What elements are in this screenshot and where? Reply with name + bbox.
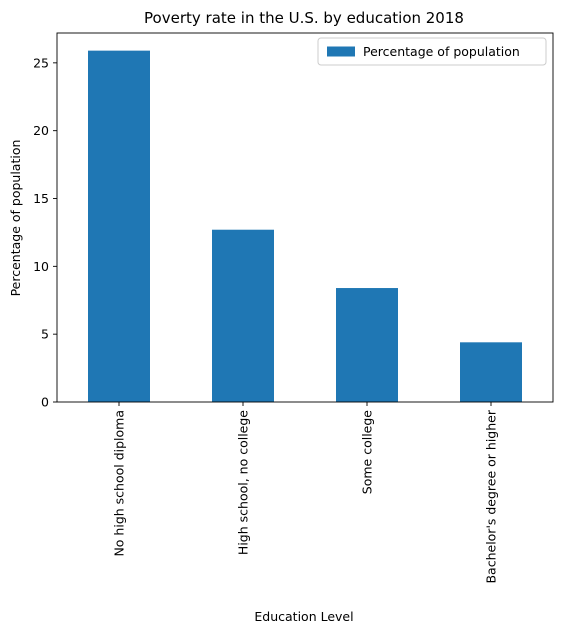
axes-layer: 0 5 10 15 20 25 No high school diploma High sch… [33, 32, 554, 584]
legend-label: Percentage of population [363, 44, 520, 59]
chart-title: Poverty rate in the U.S. by education 20… [144, 9, 464, 27]
legend-box [317, 37, 547, 66]
legend: Percentage of population [317, 37, 547, 66]
y-tick-label-1: 5 [41, 327, 49, 342]
x-tick-label-2: Some college [360, 410, 375, 495]
bar-3 [460, 342, 522, 402]
y-tick-label-5: 25 [33, 55, 49, 70]
bar-2 [336, 288, 398, 402]
bars-layer [88, 50, 522, 402]
bar-1 [212, 229, 274, 402]
x-tick-label-1: High school, no college [236, 410, 251, 555]
y-axis-label: Percentage of population [8, 140, 23, 297]
legend-swatch [327, 46, 355, 57]
plot-frame [56, 32, 554, 403]
y-tick-label-2: 10 [33, 259, 49, 274]
bar-0 [88, 50, 150, 402]
y-tick-label-0: 0 [41, 395, 49, 410]
y-tick-label-4: 20 [33, 123, 49, 138]
x-tick-label-3: Bachelor's degree or higher [484, 409, 499, 583]
y-tick-label-3: 15 [33, 191, 49, 206]
x-tick-label-0: No high school diploma [112, 410, 127, 557]
x-axis-label: Education Level [254, 609, 353, 624]
